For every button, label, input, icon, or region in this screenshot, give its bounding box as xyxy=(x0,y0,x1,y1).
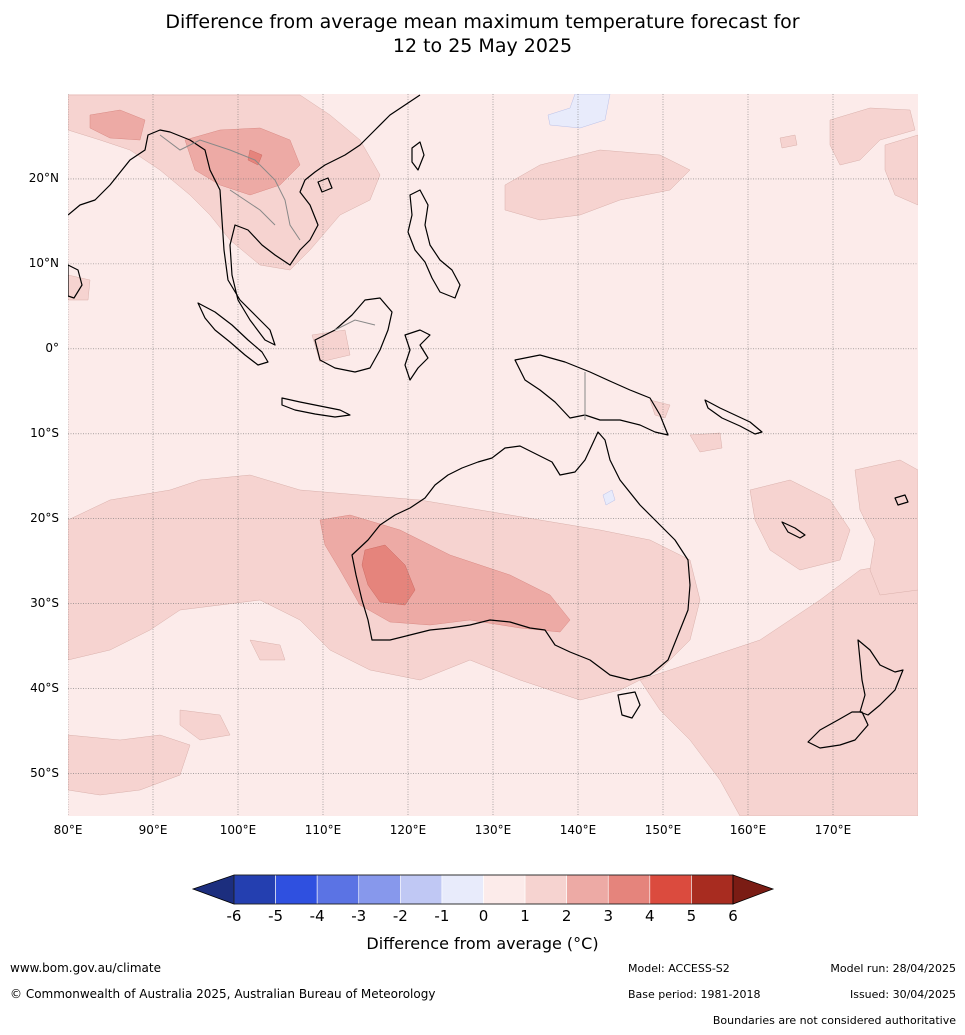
colorbar-swatch xyxy=(316,874,360,905)
colorbar-boxes xyxy=(233,874,734,905)
title-line-1: Difference from average mean maximum tem… xyxy=(165,11,800,33)
graticule xyxy=(68,94,918,816)
colorbar-tick-label: 0 xyxy=(478,907,489,925)
latitude-label: 20°S xyxy=(30,510,59,525)
colorbar-swatch xyxy=(358,874,401,905)
philippines-coastline xyxy=(407,189,461,299)
latitude-label: 10°S xyxy=(30,425,59,440)
sumatra-coastline xyxy=(197,302,269,366)
colorbar-swatch xyxy=(275,874,318,905)
longitude-label: 130°E xyxy=(474,823,512,837)
footer-website: www.bom.gov.au/climate xyxy=(10,961,161,975)
longitude-label: 150°E xyxy=(644,823,682,837)
tasmania-coastline xyxy=(617,691,641,719)
taiwan-coastline xyxy=(411,141,425,171)
latitude-label: 50°S xyxy=(30,765,59,780)
latitude-label: 0° xyxy=(45,340,59,355)
anomaly-neg-regions xyxy=(547,94,616,506)
longitude-label: 80°E xyxy=(53,823,83,837)
colorbar-tick-label: 2 xyxy=(561,907,572,925)
colorbar-tick-label: -6 xyxy=(226,907,242,925)
colorbar-swatch xyxy=(566,874,609,905)
colorbar-tick-label: -5 xyxy=(268,907,284,925)
colorbar-tick-label: 1 xyxy=(520,907,530,925)
colorbar-swatch xyxy=(233,874,276,905)
latitude-label: 40°S xyxy=(30,680,59,695)
footer-issued: Issued: 30/04/2025 xyxy=(849,988,956,1001)
colorbar xyxy=(191,874,775,905)
sulawesi-coastline xyxy=(404,329,431,381)
solomon-islands-coastline xyxy=(704,399,763,435)
colorbar-tick-label: -2 xyxy=(392,907,408,925)
longitude-label: 100°E xyxy=(219,823,257,837)
colorbar-swatch xyxy=(400,874,443,905)
fiji-coastline xyxy=(894,494,909,506)
java-coastline xyxy=(281,397,351,418)
footer-base-period: Base period: 1981-2018 xyxy=(628,988,761,1001)
borneo-coastline xyxy=(314,297,393,373)
colorbar-over-arrow xyxy=(732,874,775,905)
nz-south-island-coastline xyxy=(807,711,869,749)
footer-model-run: Model run: 28/04/2025 xyxy=(830,962,956,975)
footer-copyright: © Commonwealth of Australia 2025, Austra… xyxy=(10,987,436,1001)
colorbar-tick-label: -4 xyxy=(309,907,325,925)
colorbar-tick-label: 6 xyxy=(728,907,738,925)
country-borders xyxy=(159,134,586,420)
sri-lanka-coastline xyxy=(68,264,83,299)
footer-model: Model: ACCESS-S2 xyxy=(628,962,730,975)
footer-disclaimer: Boundaries are not considered authoritat… xyxy=(712,1014,956,1027)
colorbar-tick-label: 3 xyxy=(603,907,614,925)
colorbar-tick-label: -1 xyxy=(434,907,450,925)
new-caledonia-coastline xyxy=(781,521,806,539)
longitude-label: 120°E xyxy=(389,823,427,837)
longitude-label: 160°E xyxy=(729,823,767,837)
new-guinea-coastline xyxy=(514,354,669,436)
longitude-label: 110°E xyxy=(304,823,342,837)
longitude-label: 90°E xyxy=(138,823,168,837)
colorbar-swatch xyxy=(524,874,567,905)
latitude-label: 20°N xyxy=(28,170,59,185)
anomaly-3-4-regions xyxy=(247,149,416,606)
coastlines xyxy=(68,94,909,749)
colorbar-swatch xyxy=(691,874,734,905)
colorbar-tick-label: 4 xyxy=(645,907,655,925)
longitude-label: 170°E xyxy=(814,823,852,837)
colorbar-label: Difference from average (°C) xyxy=(366,934,599,953)
map-plot-area xyxy=(68,94,918,816)
colorbar-swatch xyxy=(441,874,484,905)
title-line-2: 12 to 25 May 2025 xyxy=(392,35,573,57)
colorbar-tick-label: 5 xyxy=(686,907,697,925)
nz-north-island-coastline xyxy=(857,639,904,716)
longitude-label: 140°E xyxy=(559,823,597,837)
chart-title: Difference from average mean maximum tem… xyxy=(0,10,965,58)
latitude-label: 30°S xyxy=(30,595,59,610)
mainland-asia-coastline xyxy=(68,94,421,346)
latitude-label: 10°N xyxy=(28,255,59,270)
colorbar-tick-label: -3 xyxy=(351,907,367,925)
australia-coastline xyxy=(351,431,691,681)
colorbar-swatch xyxy=(649,874,692,905)
colorbar-swatch xyxy=(483,874,526,905)
colorbar-under-arrow xyxy=(191,874,235,905)
hainan-coastline xyxy=(317,177,333,193)
colorbar-swatch xyxy=(607,874,651,905)
